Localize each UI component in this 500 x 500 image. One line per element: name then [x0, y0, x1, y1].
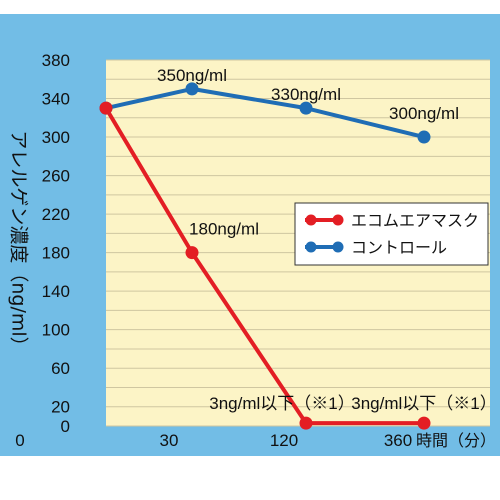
y-tick-label: 300 — [42, 128, 70, 147]
data-point — [185, 246, 199, 260]
x-tick-label: 30 — [160, 431, 179, 450]
legend-box — [294, 202, 489, 266]
x-tick-label: 0 — [15, 431, 24, 450]
y-tick-label: 220 — [42, 205, 70, 224]
y-tick-label: 340 — [42, 90, 70, 109]
value-annotation: 180ng/ml — [189, 220, 259, 239]
series-line-control — [105, 86, 425, 139]
data-point — [185, 82, 199, 96]
x-tick-label: 360 — [384, 431, 412, 450]
y-tick-label: 180 — [42, 244, 70, 263]
y-axis-label: アレルゲン濃度（ng/ml） — [8, 130, 30, 355]
legend-marker — [305, 241, 317, 253]
value-annotation: 3ng/ml以下（※1） — [351, 394, 496, 413]
y-tick-label: 380 — [42, 51, 70, 70]
y-tick-label: 100 — [42, 321, 70, 340]
value-annotation: 300ng/ml — [389, 104, 459, 123]
y-tick-label: 20 — [51, 398, 70, 417]
series-line-ecom-airmask — [104, 107, 424, 426]
data-point — [99, 101, 113, 115]
legend-marker — [332, 241, 344, 253]
y-tick-label: 0 — [61, 417, 70, 436]
legend-marker — [332, 214, 344, 226]
y-axis-ticks: 020 60 100 140 180 220 260 300 340 380 — [42, 51, 70, 436]
legend-label: コントロール — [351, 238, 447, 257]
data-point — [417, 416, 431, 430]
value-annotation: 3ng/ml以下（※1） — [209, 394, 354, 413]
legend-label: エコムエアマスク — [351, 211, 479, 230]
y-tick-label: 260 — [42, 167, 70, 186]
y-tick-label: 140 — [42, 282, 70, 301]
value-annotation: 330ng/ml — [271, 85, 341, 104]
data-point — [417, 130, 431, 144]
data-point — [299, 416, 313, 430]
x-axis-ticks: 0 30 120 360 — [15, 431, 412, 450]
data-points — [99, 82, 431, 430]
data-annotations: 350ng/ml 330ng/ml 300ng/ml 180ng/ml 3ng/ml以下… — [157, 66, 497, 413]
legend-marker — [305, 214, 317, 226]
value-annotation: 350ng/ml — [157, 66, 227, 85]
series-lines — [104, 86, 425, 426]
x-tick-label: 120 — [270, 431, 298, 450]
y-tick-label: 60 — [51, 359, 70, 378]
data-point — [299, 101, 313, 115]
x-axis-unit-label: 時間（分） — [416, 431, 496, 450]
